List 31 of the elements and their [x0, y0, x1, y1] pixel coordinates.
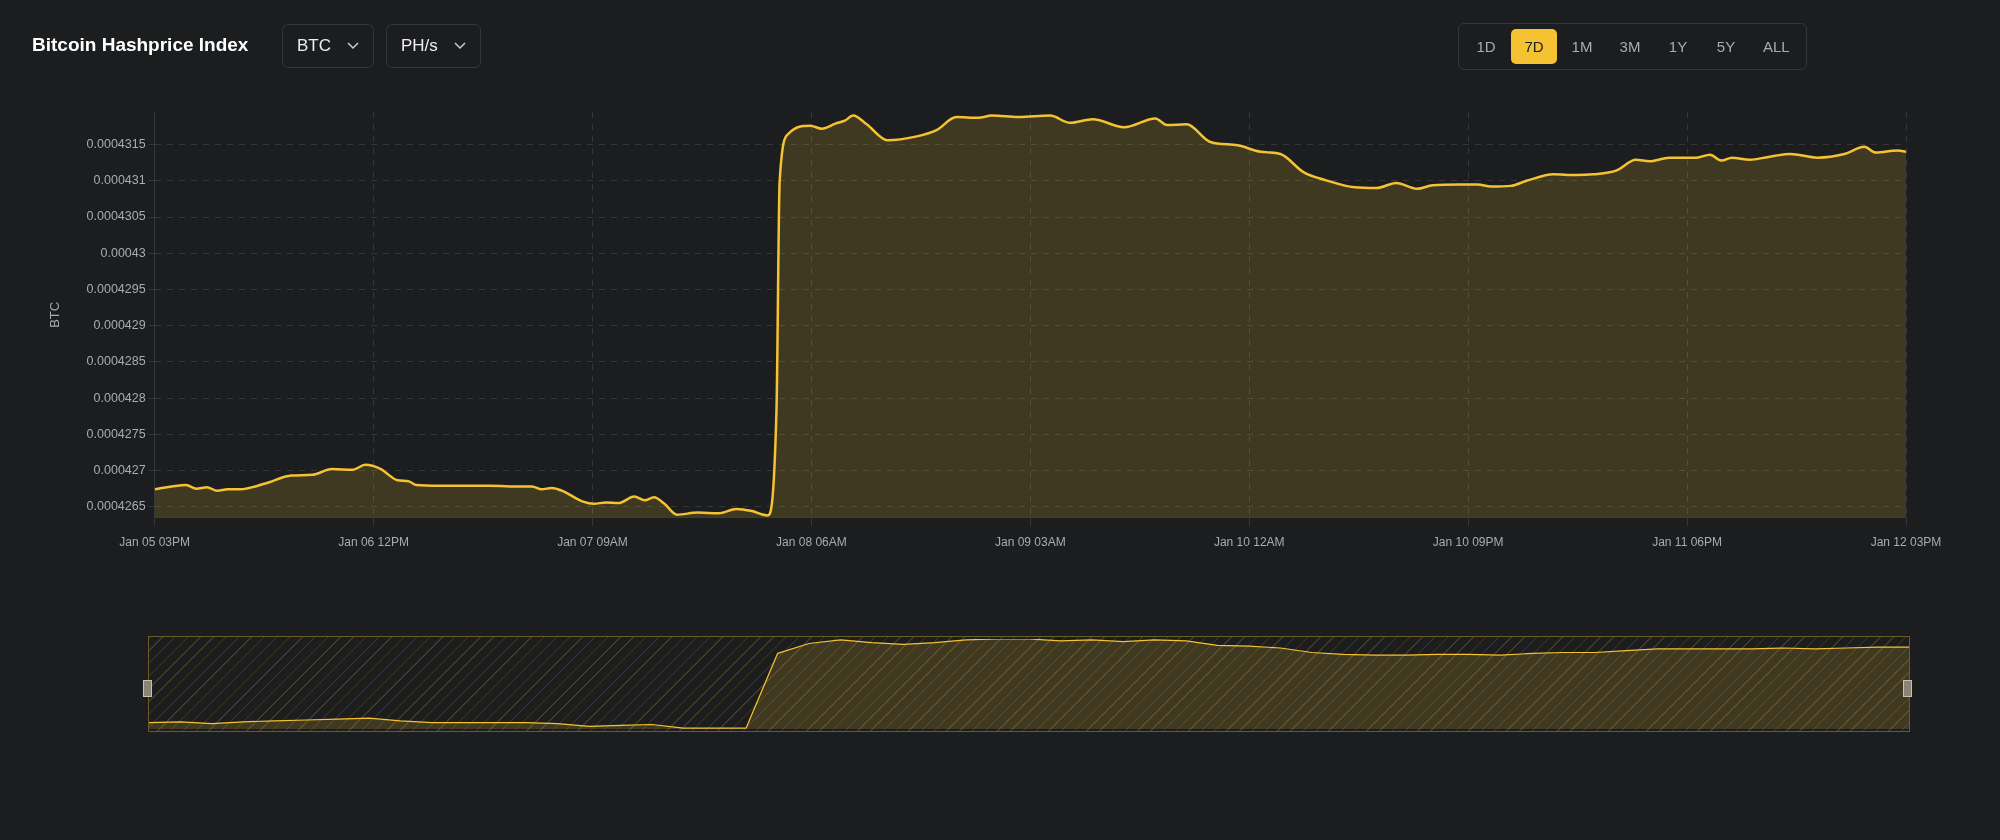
text: 1M	[1570, 37, 1594, 57]
text: 5Y	[1715, 37, 1737, 57]
text: 7D	[1511, 29, 1557, 64]
x-tick-label: Jan 08 06AM	[776, 535, 847, 550]
text: ALL	[1762, 37, 1791, 57]
x-tick-label: Jan 07 09AM	[557, 535, 628, 550]
x-tick-label: Jan 11 06PM	[1652, 535, 1722, 550]
text: PH/s	[401, 36, 438, 56]
y-tick-label: 0.0004315	[86, 137, 146, 152]
y-tick-label: 0.0004265	[86, 499, 146, 514]
text: 1D	[1475, 37, 1497, 57]
y-axis-title: BTC	[47, 301, 63, 328]
x-tick-label: Jan 06 12PM	[338, 535, 409, 550]
chart-title: Bitcoin Hashprice Index	[32, 34, 249, 56]
y-tick-label: 0.000427	[93, 462, 146, 477]
x-tick-label: Jan 10 12AM	[1213, 535, 1285, 550]
x-tick-label: Jan 05 03PM	[119, 535, 191, 550]
y-tick-label: 0.0004285	[86, 354, 146, 369]
text: 3M	[1618, 37, 1642, 57]
text: 1Y	[1667, 37, 1689, 57]
x-tick-label: Jan 12 03PM	[1870, 535, 1942, 550]
text: BTC	[297, 36, 331, 56]
x-tick-label: Jan 10 09PM	[1432, 535, 1504, 550]
y-tick-label: 0.0004305	[86, 209, 146, 224]
y-tick-label: 0.0004275	[86, 426, 146, 441]
x-tick-label: Jan 09 03AM	[994, 535, 1066, 550]
y-tick-label: 0.000428	[93, 390, 146, 405]
y-tick-label: 0.00043	[100, 245, 146, 260]
y-tick-label: 0.000431	[93, 173, 146, 188]
y-tick-label: 0.000429	[93, 318, 146, 333]
y-tick-label: 0.0004295	[86, 281, 146, 296]
